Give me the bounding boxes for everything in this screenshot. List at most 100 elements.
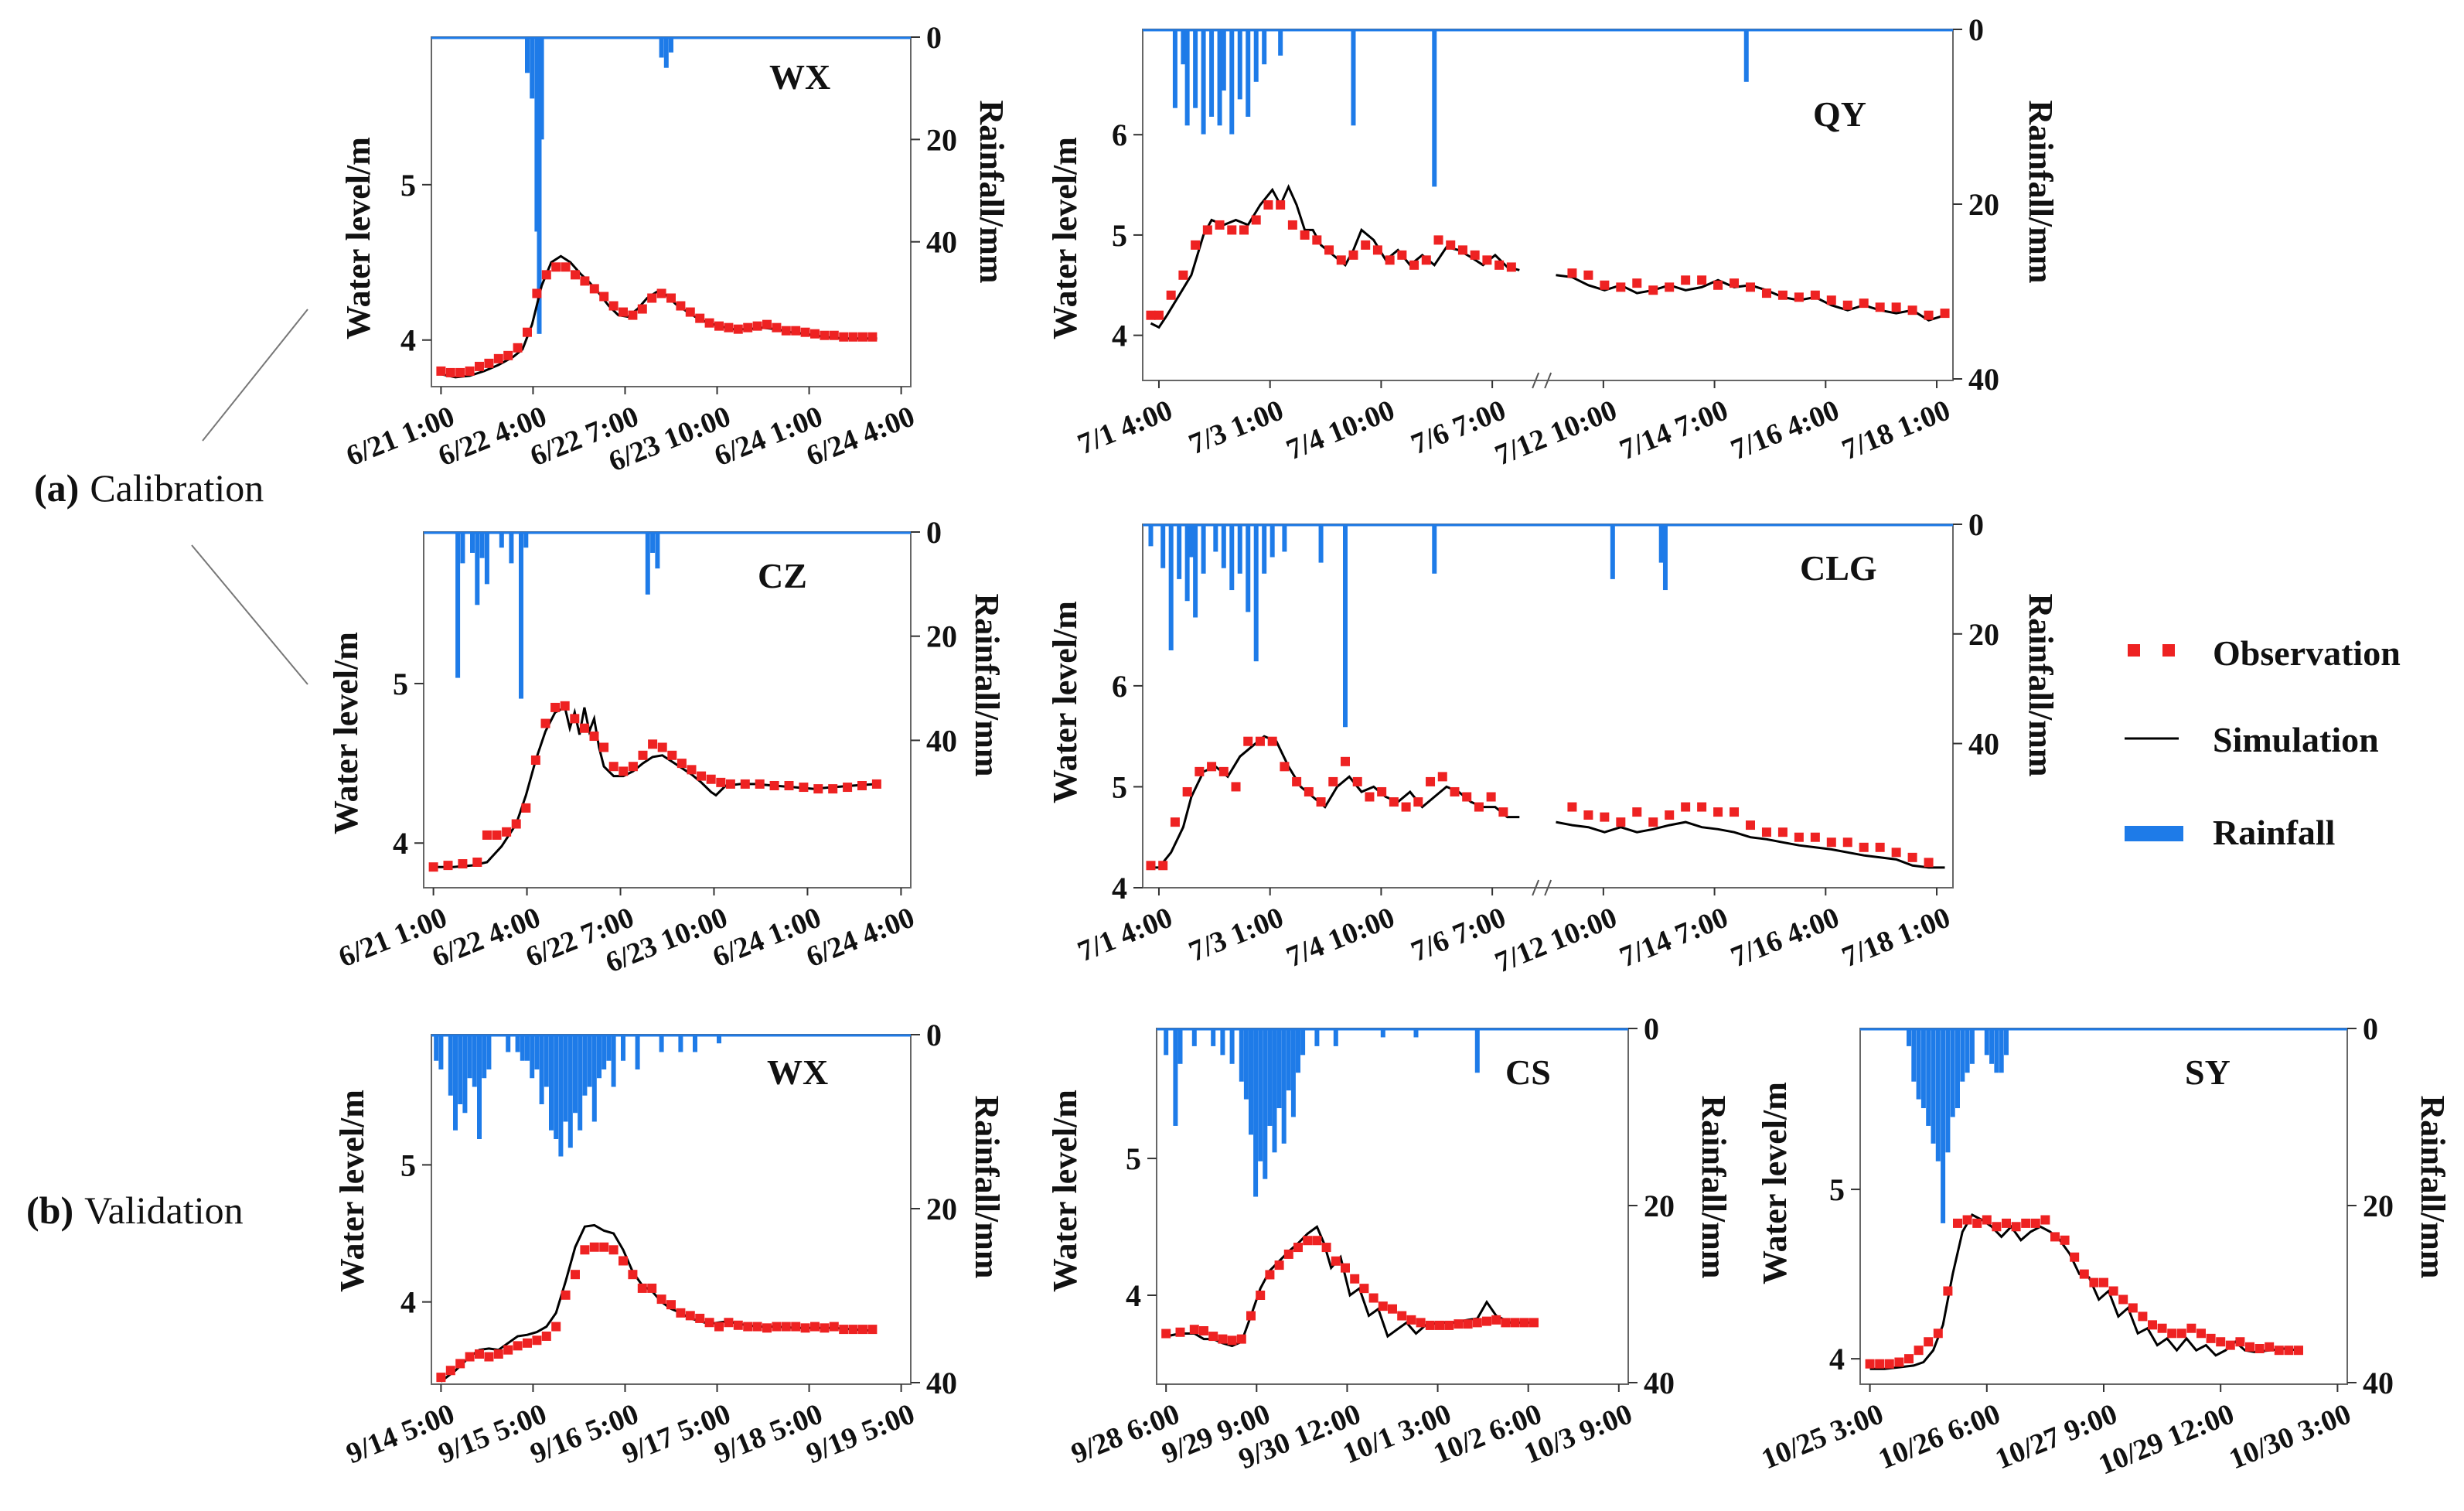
- observation-point: [1377, 786, 1387, 796]
- observation-point: [791, 1322, 801, 1332]
- observation-point: [1227, 1335, 1237, 1346]
- observation-point: [1713, 280, 1723, 290]
- observation-point: [503, 1345, 513, 1355]
- observation-point: [769, 780, 779, 790]
- rainfall-bar: [482, 1035, 487, 1079]
- observation-point: [772, 322, 782, 333]
- observation-point: [1433, 235, 1443, 245]
- observation-point: [571, 270, 580, 280]
- observation-point: [1331, 1256, 1341, 1266]
- chart-title: QY: [1813, 94, 1866, 134]
- observation-point: [813, 784, 823, 794]
- rainfall-bar: [1193, 524, 1198, 618]
- rainfall-bar: [1916, 1028, 1921, 1100]
- observation-point: [791, 326, 801, 336]
- observation-point: [1933, 1329, 1943, 1339]
- x-tick-label: 7/4 10:00: [1282, 901, 1399, 974]
- observation-point: [1972, 1218, 1982, 1228]
- observation-point: [1182, 786, 1192, 796]
- observation-point: [1865, 1359, 1875, 1369]
- observation-point: [740, 779, 750, 789]
- observation-point: [1924, 1337, 1934, 1347]
- simulation-line: [1150, 735, 1520, 869]
- rainfall-bar: [1272, 1028, 1277, 1153]
- observation-point: [465, 1352, 475, 1362]
- y-tick-label: 4: [1829, 1342, 1845, 1376]
- observation-point: [676, 1308, 686, 1318]
- y2-tick-label: 0: [926, 20, 942, 55]
- observation-point: [2176, 1329, 2186, 1339]
- rainfall-bar: [1941, 1028, 1946, 1223]
- observation-point: [475, 361, 484, 371]
- observation-point: [1730, 278, 1740, 288]
- simulation-line: [433, 705, 877, 868]
- observation-point: [551, 1322, 561, 1332]
- observation-point: [762, 319, 772, 329]
- observation-point: [1365, 792, 1375, 802]
- rainfall-bar: [1160, 524, 1166, 568]
- rainfall-bar: [1193, 29, 1198, 108]
- y2-axis-label: Rainfall/mm: [2414, 1095, 2452, 1278]
- rainfall-bar: [453, 1035, 458, 1131]
- observation-point: [2128, 1303, 2138, 1313]
- observation-point: [1648, 817, 1658, 827]
- observation-point: [1406, 1315, 1416, 1325]
- observation-point: [1218, 1334, 1228, 1344]
- observation-point: [1794, 832, 1804, 842]
- x-tick-label: 7/14 7:00: [1615, 394, 1733, 466]
- observation-point: [599, 742, 609, 752]
- rainfall-bar: [475, 532, 480, 605]
- y2-axis-label: Rainfall/mm: [2022, 100, 2060, 283]
- observation-point: [1519, 1318, 1529, 1328]
- observation-point: [1239, 225, 1249, 235]
- rainfall-bar: [1168, 524, 1174, 651]
- rainfall-bar: [1920, 1028, 1926, 1109]
- x-tick-label: 7/12 10:00: [1491, 901, 1621, 979]
- rainfall-bar: [1221, 29, 1226, 91]
- x-tick-label: 6/24 4:00: [802, 901, 919, 974]
- observation-point: [1199, 1326, 1208, 1335]
- observation-point: [465, 366, 475, 376]
- rainfall-bar: [1209, 29, 1215, 117]
- rainfall-bar: [1926, 1028, 1931, 1126]
- observation-point: [667, 750, 677, 760]
- chart-title: WX: [767, 1052, 828, 1092]
- observation-point: [1761, 288, 1771, 298]
- observation-point: [619, 1256, 628, 1266]
- y-tick-label: 6: [1112, 669, 1127, 704]
- observation-point: [858, 1325, 867, 1335]
- y-axis-label: Water level/m: [1046, 1090, 1084, 1292]
- x-tick-label: 7/16 4:00: [1726, 394, 1844, 466]
- observation-point: [1328, 776, 1338, 786]
- x-tick-label: 7/4 10:00: [1282, 394, 1399, 466]
- observation-point: [755, 779, 765, 789]
- y2-tick-label: 20: [2363, 1189, 2394, 1223]
- rainfall-bar: [530, 1035, 535, 1079]
- observation-point: [1350, 1274, 1360, 1284]
- observation-point: [1231, 782, 1241, 792]
- rainfall-bar: [455, 532, 461, 678]
- rainfall-bar: [1164, 1028, 1169, 1056]
- rainfall-bar: [1172, 29, 1177, 108]
- observation-point: [589, 732, 599, 742]
- rainfall-bar: [1955, 1028, 1960, 1109]
- rainfall-bar: [1984, 1028, 1989, 1056]
- observation-point: [781, 1322, 791, 1332]
- rainfall-bar: [669, 37, 673, 53]
- rainfall-bar: [1211, 1028, 1216, 1046]
- y-tick-label: 5: [1126, 1141, 1141, 1176]
- x-tick-label: 7/3 1:00: [1184, 901, 1288, 968]
- observation-point: [475, 1349, 484, 1359]
- y2-tick-label: 40: [1968, 727, 1999, 762]
- observation-point: [1875, 302, 1885, 312]
- observation-point: [1348, 250, 1358, 260]
- x-tick-label: 7/12 10:00: [1491, 394, 1621, 472]
- observation-point: [724, 1318, 734, 1328]
- observation-point: [1472, 1318, 1482, 1328]
- rainfall-bar: [1217, 29, 1222, 126]
- observation-point: [1777, 290, 1788, 300]
- rainfall-bar: [1999, 1028, 2004, 1073]
- observation-point: [560, 701, 570, 711]
- rainfall-bar: [525, 1035, 530, 1061]
- y-tick-label: 5: [393, 667, 408, 701]
